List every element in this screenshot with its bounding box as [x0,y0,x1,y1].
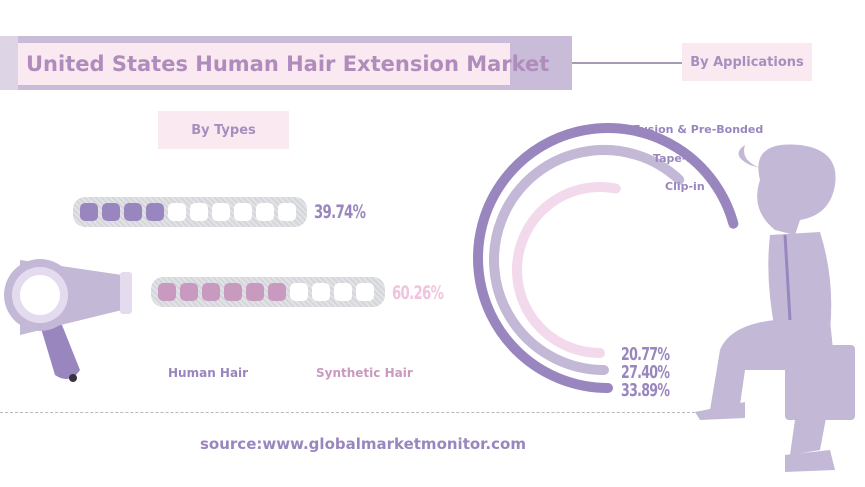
empty-cell [168,203,186,221]
hair-dryer-icon [4,259,132,382]
filled-cell [146,203,164,221]
synthetic-hair-bar [151,277,385,307]
filled-cell [246,283,264,301]
human-hair-bar [73,197,307,227]
filled-cell [202,283,220,301]
filled-cell [158,283,176,301]
legend-synthetic-hair: Synthetic Hair [316,366,413,380]
synthetic-hair-value: 60.26% [392,282,444,304]
arc-fusion-pre-bonded [473,123,739,393]
types-label: By Types [158,111,289,149]
businessman-illustration [695,144,855,472]
empty-cell [312,283,330,301]
filled-cell [102,203,120,221]
value-fusion: 33.89% [621,380,670,401]
title-band-accent [0,36,18,90]
connector-line [572,62,682,64]
empty-cell [356,283,374,301]
empty-cell [334,283,352,301]
arc-clip-in [512,182,621,358]
filled-cell [124,203,142,221]
legend-human-hair: Human Hair [168,366,249,380]
title-box [18,43,510,85]
page-title: United States Human Hair Extension Marke… [26,52,550,76]
arc-tape-in [489,145,685,375]
filled-cell [268,283,286,301]
empty-cell [234,203,252,221]
empty-cell [290,283,308,301]
filled-cell [180,283,198,301]
filled-cell [224,283,242,301]
source-text: source:www.globalmarketmonitor.com [200,435,526,453]
empty-cell [212,203,230,221]
label-clip-in: Clip-in [665,180,705,193]
empty-cell [190,203,208,221]
value-tape-in: 27.40% [621,362,670,383]
empty-cell [278,203,296,221]
divider [0,412,700,413]
filled-cell [80,203,98,221]
label-tape-in: Tape-in [653,152,699,165]
value-clip-in: 20.77% [621,344,670,365]
label-fusion: Fusion & Pre-Bonded [633,123,764,136]
applications-label: By Applications [682,43,812,81]
empty-cell [256,203,274,221]
human-hair-value: 39.74% [314,201,366,223]
